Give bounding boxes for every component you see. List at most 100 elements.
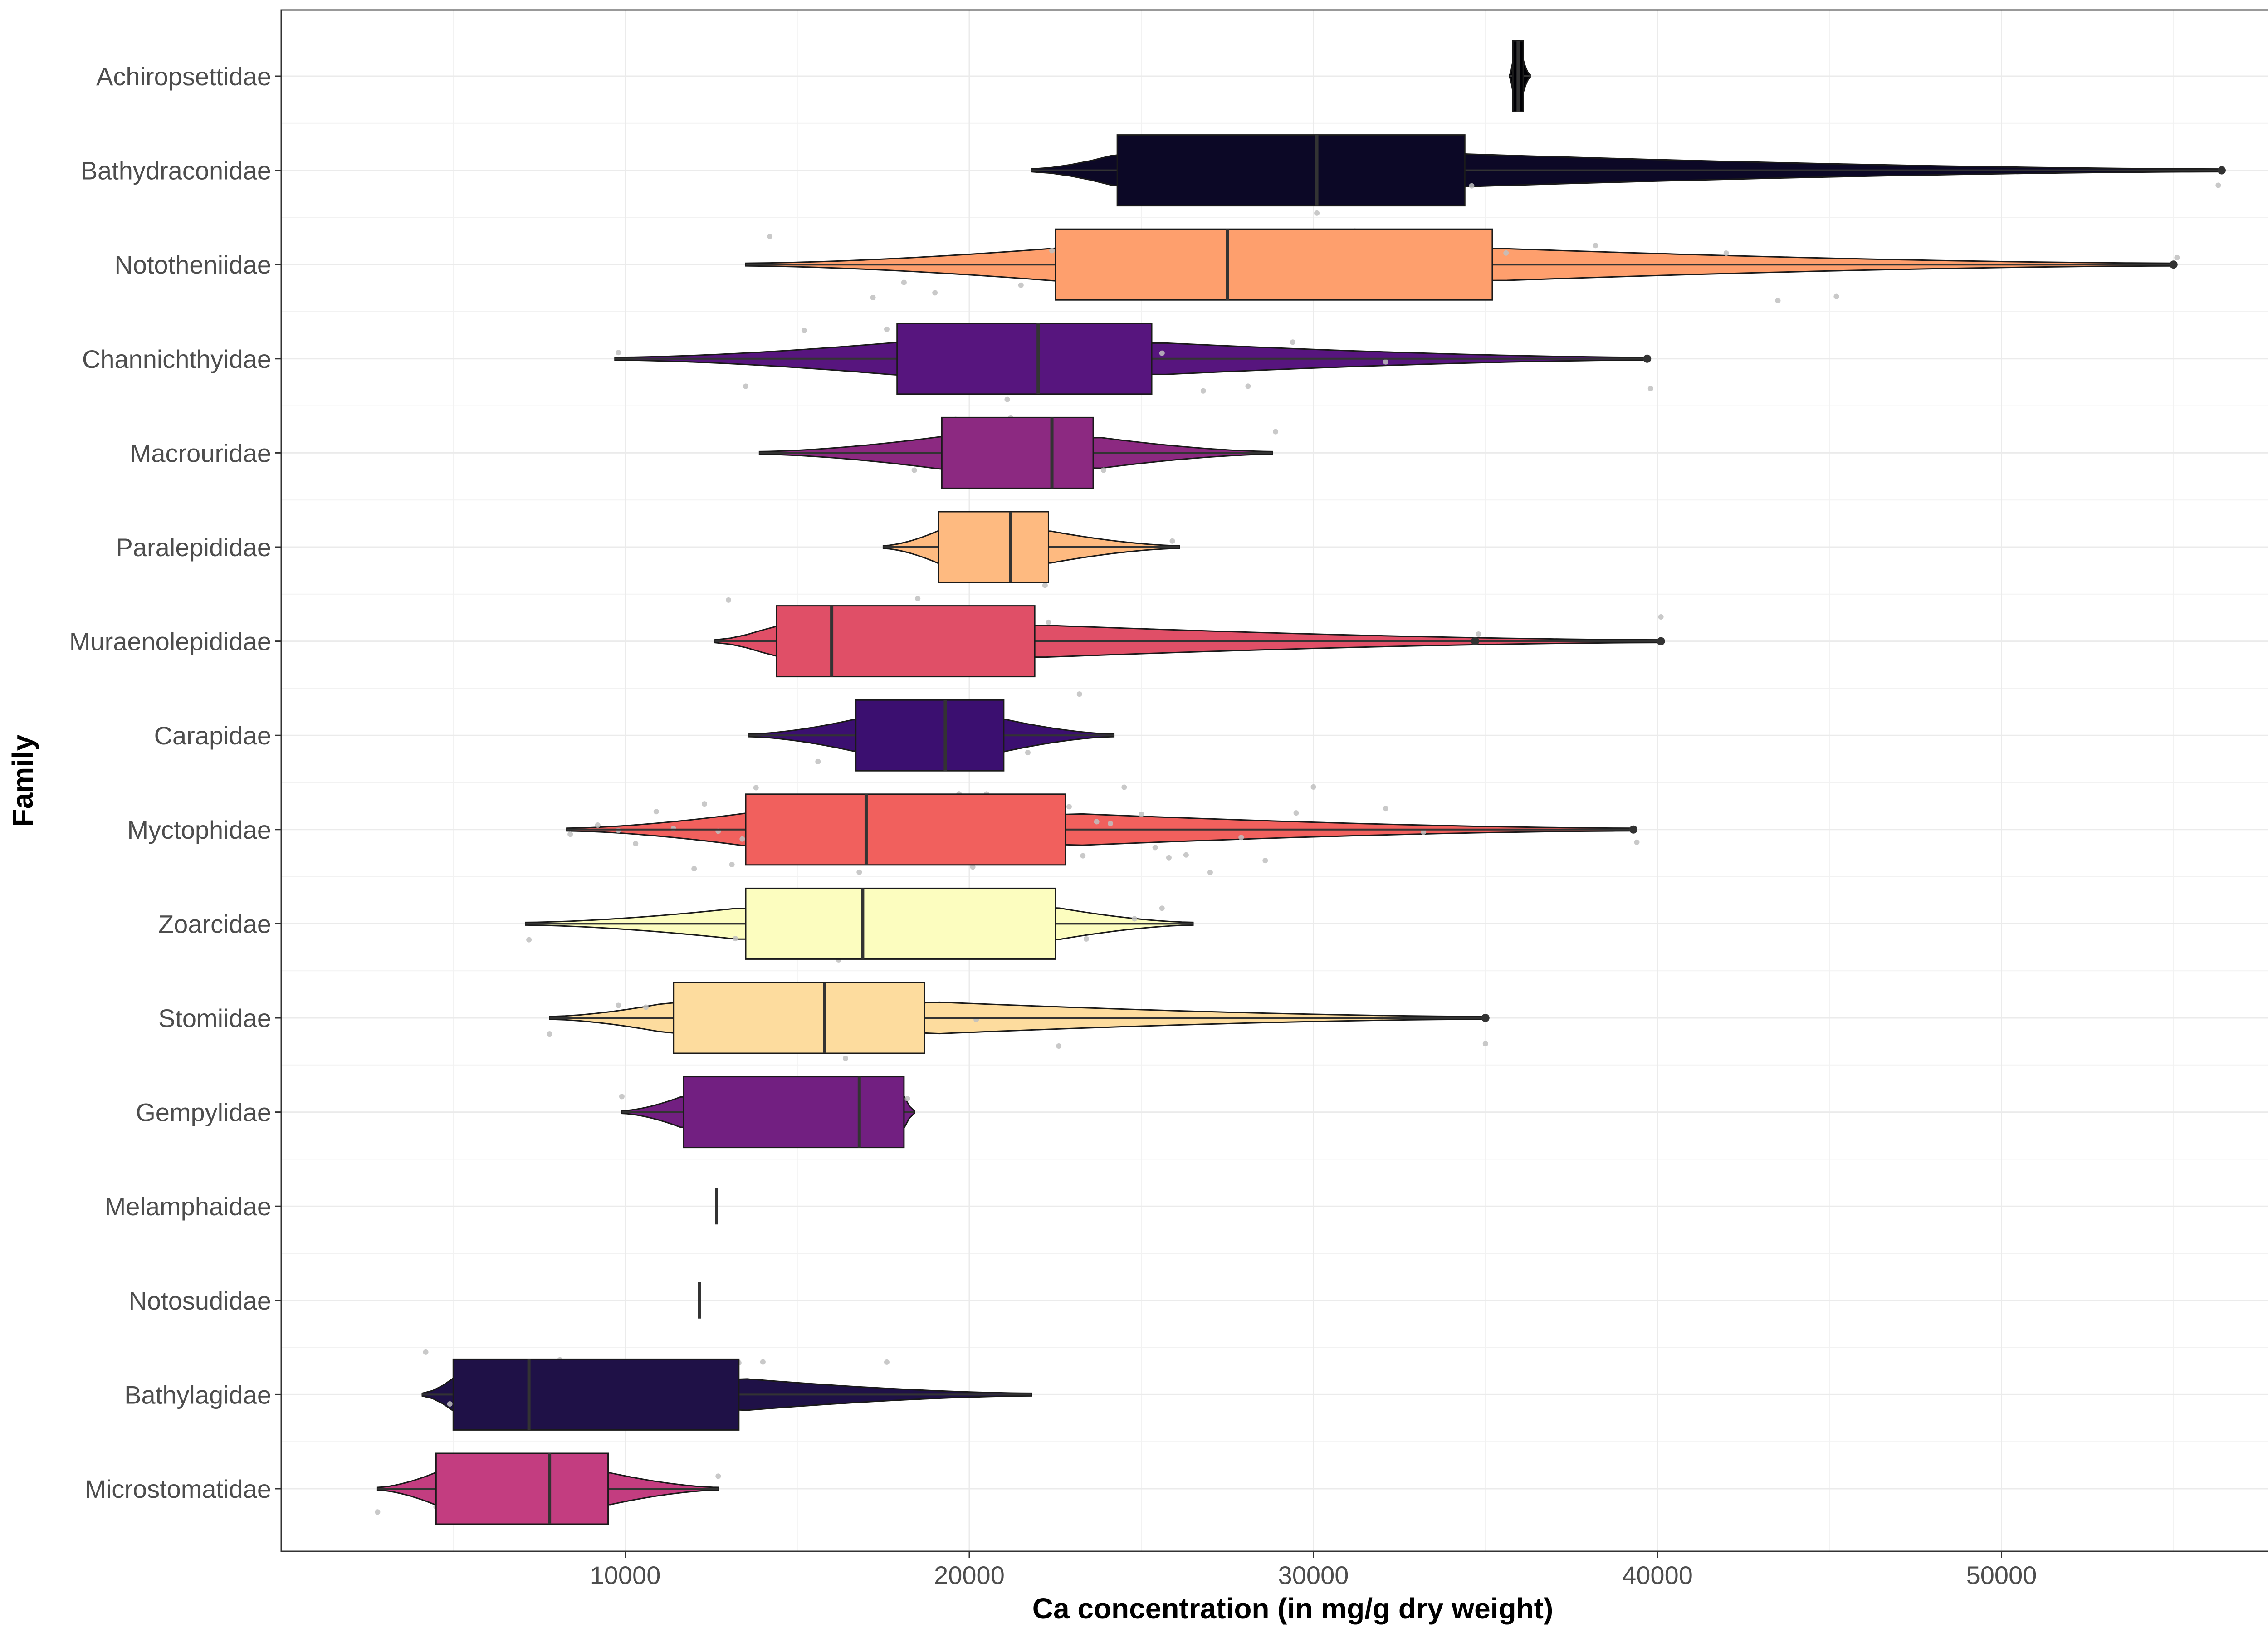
jitter-point-nototheniidae [767,234,773,240]
x-axis-title: Ca concentration (in mg/g dry weight) [1032,1592,1554,1625]
jitter-point-muraenolepididae [1658,614,1664,620]
outlier-point-muraenolepididae [1471,637,1480,645]
jitter-point-stomiidae [643,1004,649,1010]
jitter-point-nototheniidae [1593,243,1598,249]
jitter-point-myctophidae [1166,855,1172,861]
box-myctophidae [745,793,1066,866]
y-tick-label: Microstomatidae [85,1475,271,1503]
jitter-point-stomiidae [1056,1043,1062,1049]
jitter-point-channichthyidae [801,328,807,333]
jitter-point-channichthyidae [1245,383,1251,389]
jitter-point-myctophidae [633,841,639,846]
jitter-point-zoarcidae [1083,936,1089,942]
jitter-point-muraenolepididae [1476,631,1481,637]
jitter-point-myctophidae [1139,812,1144,817]
jitter-point-carapidae [1076,691,1082,697]
jitter-point-bathylagidae [423,1349,429,1355]
jitter-point-myctophidae [1293,810,1299,816]
box-carapidae [855,699,1005,772]
box-layer [377,40,2226,1525]
y-tick-label: Bathylagidae [124,1380,271,1409]
y-tick-label: Macrouridae [130,439,271,467]
jitter-point-myctophidae [567,831,573,837]
x-tick-label: 10000 [590,1561,661,1589]
jitter-point-zoarcidae [1159,905,1165,911]
jitter-point-nototheniidae [1723,250,1729,256]
box-bathydraconidae [1116,134,1466,207]
y-tick-label: Paralepididae [116,533,271,562]
jitter-point-stomiidae [616,1002,621,1008]
jitter-point-myctophidae [1152,845,1158,851]
jitter-point-bathylagidae [884,1359,890,1365]
jitter-point-myctophidae [1183,852,1189,858]
y-tick-label: Channichthyidae [82,345,271,373]
jitter-point-bathylagidae [447,1401,453,1407]
jitter-point-myctophidae [1207,870,1213,875]
jitter-point-macrouridae [911,467,917,473]
jitter-point-nototheniidae [1503,250,1509,256]
jitter-point-paralepididae [1042,582,1048,588]
jitter-point-nototheniidae [870,295,876,301]
jitter-point-muraenolepididae [726,597,732,603]
y-tick-label: Carapidae [154,721,271,750]
y-tick-label: Melamphaidae [105,1192,271,1221]
jitter-point-stomiidae [547,1031,552,1037]
jitter-point-nototheniidae [2174,254,2180,260]
jitter-point-myctophidae [753,785,759,791]
x-tick-label: 40000 [1622,1561,1693,1589]
x-tick-label: 50000 [1966,1561,2037,1589]
box-bathylagidae [452,1358,740,1431]
jitter-point-myctophidae [595,822,601,828]
y-tick-label: Zoarcidae [158,909,271,938]
jitter-point-nototheniidae [901,279,907,285]
jitter-point-bathydraconidae [2215,182,2221,188]
jitter-point-carapidae [1025,750,1031,756]
box-stomiidae [673,982,925,1054]
jitter-point-myctophidae [1107,821,1113,826]
box-muraenolepididae [776,605,1036,678]
jitter-point-channichthyidae [1004,396,1010,402]
jitter-point-paralepididae [1169,538,1175,544]
jitter-point-nototheniidae [932,290,938,296]
jitter-point-muraenolepididae [1046,619,1051,625]
jitter-point-nototheniidae [1833,293,1839,299]
jitter-point-muraenolepididae [915,596,921,601]
jitter-point-channichthyidae [1383,359,1388,365]
jitter-point-carapidae [815,758,821,764]
jitter-point-myctophidae [1421,829,1427,835]
y-tick-label: Achiropsettidae [96,62,271,91]
outlier-point-muraenolepididae [1657,637,1665,645]
outlier-point-channichthyidae [1643,354,1652,363]
y-tick-label: Notosudidae [129,1286,271,1315]
jitter-point-myctophidae [739,836,745,842]
jitter-point-myctophidae [691,866,697,872]
jitter-point-gempylidae [904,1096,910,1102]
jitter-point-channichthyidae [1290,339,1295,345]
jitter-point-myctophidae [856,869,862,875]
jitter-point-myctophidae [1383,806,1388,812]
outlier-point-stomiidae [1481,1014,1490,1022]
jitter-point-myctophidae [1634,839,1640,845]
box-zoarcidae [745,887,1056,960]
jitter-point-macrouridae [1100,467,1106,473]
jitter-point-myctophidae [701,801,707,807]
jitter-point-bathydraconidae [1469,183,1475,189]
jitter-point-nototheniidae [1018,282,1024,288]
jitter-point-gempylidae [619,1094,625,1100]
jitter-point-myctophidae [729,861,735,867]
box-paralepididae [938,511,1049,583]
jitter-point-myctophidae [653,809,659,815]
jitter-point-microstomatidae [715,1473,721,1479]
jitter-point-channichthyidae [743,383,748,389]
box-macrouridae [941,416,1094,489]
jitter-point-channichthyidae [1200,388,1206,394]
jitter-point-macrouridae [1273,429,1279,435]
plot-border [280,9,2268,1552]
jitter-point-stomiidae [842,1056,848,1061]
box-microstomatidae [435,1452,609,1525]
y-axis-ticks: Achiropsettidae Bathydraconidae Notothenii… [69,62,281,1503]
jitter-point-myctophidae [1262,858,1268,864]
x-tick-label: 30000 [1278,1561,1349,1589]
jitter-point-bathylagidae [760,1359,766,1365]
